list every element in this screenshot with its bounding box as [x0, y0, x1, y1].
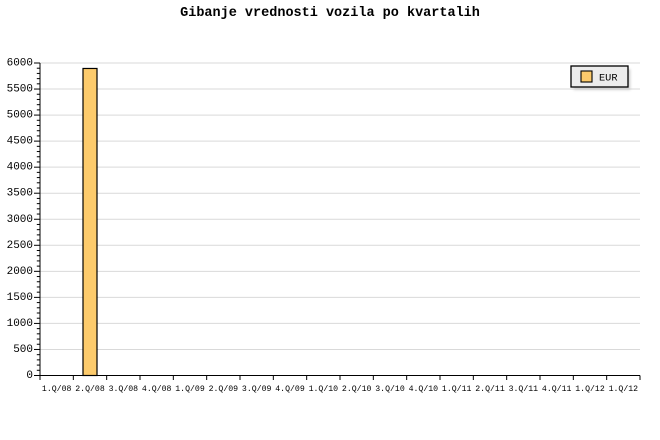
- svg-text:EUR: EUR: [599, 72, 618, 84]
- svg-text:4000: 4000: [7, 162, 33, 174]
- svg-text:3.Q/11: 3.Q/11: [509, 384, 539, 394]
- svg-text:4.Q/11: 4.Q/11: [542, 384, 572, 394]
- svg-text:3.Q/09: 3.Q/09: [242, 384, 272, 394]
- svg-text:2500: 2500: [7, 240, 33, 252]
- svg-text:1.Q/12: 1.Q/12: [609, 384, 639, 394]
- svg-text:4.Q/08: 4.Q/08: [142, 384, 172, 394]
- svg-text:1.Q/10: 1.Q/10: [309, 384, 339, 394]
- svg-text:1.Q/08: 1.Q/08: [42, 384, 72, 394]
- svg-text:4.Q/10: 4.Q/10: [409, 384, 439, 394]
- svg-text:3000: 3000: [7, 214, 33, 226]
- svg-text:500: 500: [13, 344, 33, 356]
- svg-text:3.Q/10: 3.Q/10: [375, 384, 405, 394]
- svg-text:5500: 5500: [7, 84, 33, 96]
- svg-text:4.Q/09: 4.Q/09: [275, 384, 305, 394]
- svg-text:1.Q/11: 1.Q/11: [442, 384, 472, 394]
- svg-text:2.Q/11: 2.Q/11: [475, 384, 505, 394]
- svg-text:2.Q/09: 2.Q/09: [209, 384, 239, 394]
- svg-text:1.Q/12: 1.Q/12: [575, 384, 605, 394]
- svg-text:1000: 1000: [7, 318, 33, 330]
- svg-text:0: 0: [26, 370, 33, 382]
- svg-text:2.Q/08: 2.Q/08: [75, 384, 105, 394]
- svg-text:2.Q/10: 2.Q/10: [342, 384, 372, 394]
- svg-text:4500: 4500: [7, 136, 33, 148]
- svg-text:5000: 5000: [7, 110, 33, 122]
- svg-text:2000: 2000: [7, 266, 33, 278]
- svg-text:6000: 6000: [7, 58, 33, 70]
- svg-text:3.Q/08: 3.Q/08: [109, 384, 139, 394]
- svg-text:3500: 3500: [7, 188, 33, 200]
- svg-text:1500: 1500: [7, 292, 33, 304]
- svg-text:1.Q/09: 1.Q/09: [175, 384, 205, 394]
